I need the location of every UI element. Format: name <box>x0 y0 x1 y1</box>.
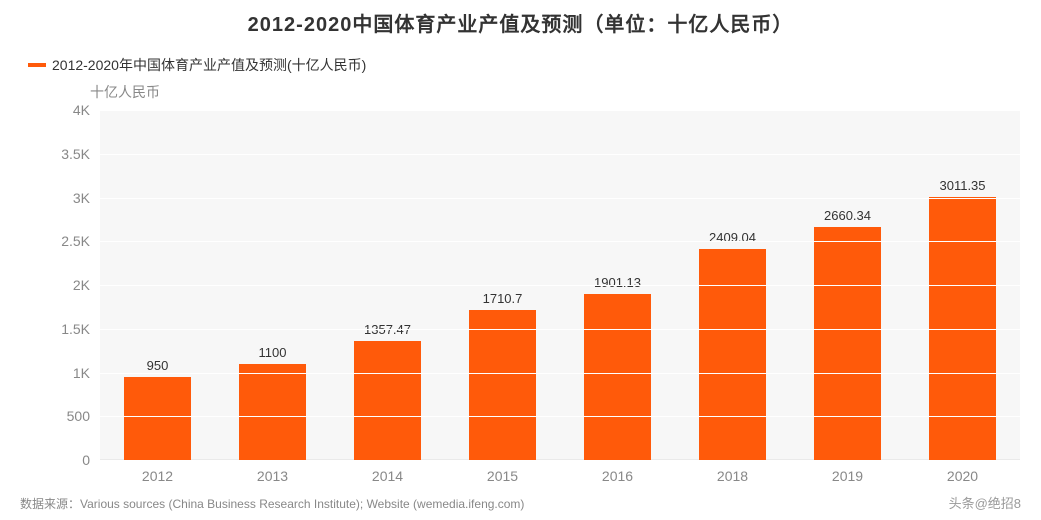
bar-value-label: 1100 <box>259 345 287 360</box>
bar-value-label: 950 <box>147 358 169 373</box>
bar <box>469 310 536 460</box>
bar-value-label: 3011.35 <box>939 178 985 193</box>
x-tick-label: 2013 <box>215 460 330 484</box>
y-tick-label: 1.5K <box>61 321 100 337</box>
grid-line <box>100 416 1020 417</box>
x-tick-label: 2015 <box>445 460 560 484</box>
bar <box>699 249 766 460</box>
x-tick-label: 2019 <box>790 460 905 484</box>
bar-value-label: 1901.13 <box>594 275 641 290</box>
chart-title: 2012-2020中国体育产业产值及预测（单位：十亿人民币） <box>0 0 1041 37</box>
x-tick-label: 2012 <box>100 460 215 484</box>
chart-plot-area: 9502012110020131357.4720141710.720151901… <box>100 110 1020 460</box>
bar-column: 1710.72015 <box>445 291 560 460</box>
x-tick-label: 2014 <box>330 460 445 484</box>
x-tick-label: 2018 <box>675 460 790 484</box>
y-tick-label: 3K <box>73 190 100 206</box>
bar-column: 2409.042018 <box>675 230 790 460</box>
grid-line <box>100 110 1020 111</box>
attribution: 头条@绝招8 <box>949 493 1021 512</box>
grid-line <box>100 285 1020 286</box>
y-tick-label: 0 <box>82 452 100 468</box>
y-tick-label: 2K <box>73 277 100 293</box>
x-tick-label: 2016 <box>560 460 675 484</box>
bar <box>239 364 306 460</box>
legend: 2012-2020年中国体育产业产值及预测(十亿人民币) <box>0 37 1041 75</box>
bar <box>814 227 881 460</box>
bar <box>124 377 191 460</box>
y-tick-label: 1K <box>73 365 100 381</box>
grid-line <box>100 241 1020 242</box>
grid-line <box>100 329 1020 330</box>
y-tick-label: 3.5K <box>61 146 100 162</box>
data-source: 数据来源：Various sources (China Business Res… <box>20 495 524 512</box>
bar <box>354 341 421 460</box>
bar-column: 3011.352020 <box>905 178 1020 460</box>
grid-line <box>100 460 1020 461</box>
bar <box>584 294 651 460</box>
bar-column: 2660.342019 <box>790 208 905 460</box>
y-tick-label: 2.5K <box>61 233 100 249</box>
grid-line <box>100 198 1020 199</box>
bar-column: 11002013 <box>215 345 330 460</box>
grid-line <box>100 154 1020 155</box>
y-tick-label: 4K <box>73 102 100 118</box>
bar-column: 1357.472014 <box>330 322 445 460</box>
bar-value-label: 2409.04 <box>709 230 756 245</box>
bar-value-label: 1710.7 <box>483 291 523 306</box>
legend-label: 2012-2020年中国体育产业产值及预测(十亿人民币) <box>52 55 366 75</box>
x-tick-label: 2020 <box>905 460 1020 484</box>
y-tick-label: 500 <box>67 408 100 424</box>
bar-column: 1901.132016 <box>560 275 675 460</box>
bar-value-label: 2660.34 <box>824 208 871 223</box>
grid-line <box>100 373 1020 374</box>
y-axis-unit-label: 十亿人民币 <box>90 82 160 102</box>
legend-swatch <box>28 63 46 67</box>
